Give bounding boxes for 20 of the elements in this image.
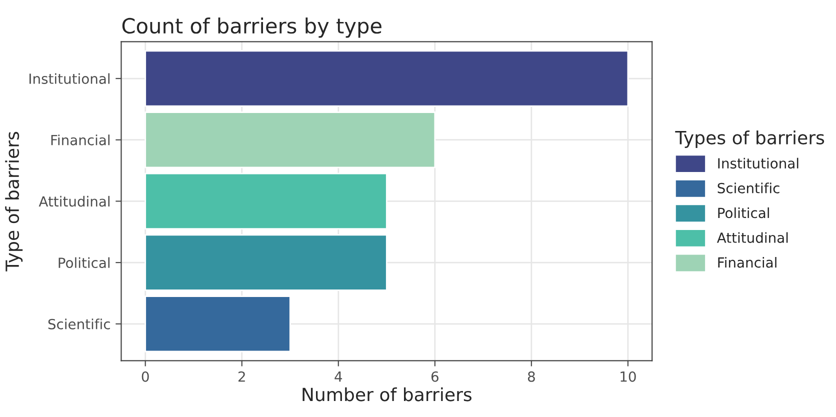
x-tick-label: 0 bbox=[142, 371, 149, 382]
legend-label: Political bbox=[718, 207, 769, 218]
legend-label: Attitudinal bbox=[716, 232, 788, 243]
y-tick-label: Attitudinal bbox=[38, 196, 110, 207]
legend-label: Scientific bbox=[718, 182, 780, 194]
y-tick-label: Scientific bbox=[48, 318, 110, 330]
x-tick-label: 2 bbox=[238, 371, 245, 382]
x-tick-label: 10 bbox=[620, 371, 636, 382]
x-tick-label: 4 bbox=[334, 372, 342, 382]
x-tick-label: 6 bbox=[431, 371, 438, 382]
chart-title: Count of barriers by type bbox=[122, 18, 382, 38]
legend-label: Institutional bbox=[718, 158, 798, 169]
y-tick-label: Political bbox=[58, 257, 110, 268]
y-tick-label: Institutional bbox=[30, 73, 110, 84]
y-tick-label: Financial bbox=[51, 134, 110, 146]
x-tick-label: 8 bbox=[528, 371, 535, 382]
x-axis-title: Number of barriers bbox=[302, 387, 472, 402]
legend-label: Financial bbox=[718, 256, 776, 268]
legend-title: Types of barriers bbox=[675, 130, 824, 148]
y-axis-title: Type of barriers bbox=[5, 132, 23, 272]
